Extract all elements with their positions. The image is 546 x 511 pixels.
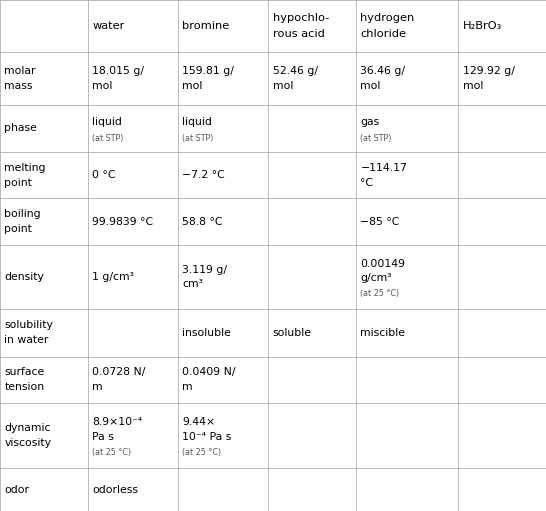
Text: (at 25 °C): (at 25 °C): [360, 289, 400, 298]
Text: molar: molar: [4, 66, 36, 76]
Text: odorless: odorless: [92, 484, 138, 495]
Text: solubility: solubility: [4, 320, 54, 331]
Text: 18.015 g/: 18.015 g/: [92, 66, 144, 76]
Text: tension: tension: [4, 382, 44, 392]
Text: miscible: miscible: [360, 328, 406, 338]
Text: melting: melting: [4, 163, 46, 173]
Text: 0.0728 N/: 0.0728 N/: [92, 367, 146, 377]
Text: −7.2 °C: −7.2 °C: [182, 170, 225, 180]
Text: 52.46 g/: 52.46 g/: [272, 66, 318, 76]
Text: g/cm³: g/cm³: [360, 273, 392, 283]
Text: −114.17: −114.17: [360, 163, 407, 173]
Text: liquid: liquid: [182, 118, 212, 127]
Text: 159.81 g/: 159.81 g/: [182, 66, 234, 76]
Text: hydrogen: hydrogen: [360, 13, 415, 24]
Text: (at 25 °C): (at 25 °C): [92, 448, 132, 457]
Text: 3.119 g/: 3.119 g/: [182, 265, 228, 274]
Text: liquid: liquid: [92, 118, 122, 127]
Text: 58.8 °C: 58.8 °C: [182, 217, 223, 227]
Text: 0 °C: 0 °C: [92, 170, 116, 180]
Text: °C: °C: [360, 178, 373, 188]
Text: rous acid: rous acid: [272, 29, 324, 39]
Text: m: m: [92, 382, 103, 392]
Text: mol: mol: [92, 81, 112, 91]
Text: soluble: soluble: [272, 328, 312, 338]
Text: mol: mol: [272, 81, 293, 91]
Text: 36.46 g/: 36.46 g/: [360, 66, 406, 76]
Text: point: point: [4, 224, 32, 234]
Text: insoluble: insoluble: [182, 328, 232, 338]
Text: boiling: boiling: [4, 210, 41, 219]
Text: 9.44×: 9.44×: [182, 417, 216, 427]
Text: 99.9839 °C: 99.9839 °C: [92, 217, 153, 227]
Text: viscosity: viscosity: [4, 438, 51, 448]
Text: gas: gas: [360, 118, 379, 127]
Text: (at STP): (at STP): [92, 133, 123, 143]
Text: chloride: chloride: [360, 29, 406, 39]
Text: odor: odor: [4, 484, 29, 495]
Text: H₂BrO₃: H₂BrO₃: [462, 21, 502, 31]
Text: (at 25 °C): (at 25 °C): [182, 448, 222, 457]
Text: mol: mol: [360, 81, 381, 91]
Text: mass: mass: [4, 81, 33, 91]
Text: water: water: [92, 21, 124, 31]
Text: 8.9×10⁻⁴: 8.9×10⁻⁴: [92, 417, 143, 427]
Text: phase: phase: [4, 123, 37, 133]
Text: (at STP): (at STP): [182, 133, 214, 143]
Text: mol: mol: [182, 81, 203, 91]
Text: mol: mol: [462, 81, 483, 91]
Text: hypochlo-: hypochlo-: [272, 13, 329, 24]
Text: cm³: cm³: [182, 279, 203, 289]
Text: 10⁻⁴ Pa s: 10⁻⁴ Pa s: [182, 432, 232, 442]
Text: density: density: [4, 272, 44, 282]
Text: 129.92 g/: 129.92 g/: [462, 66, 514, 76]
Text: 1 g/cm³: 1 g/cm³: [92, 272, 134, 282]
Text: (at STP): (at STP): [360, 133, 392, 143]
Text: 0.00149: 0.00149: [360, 259, 406, 269]
Text: surface: surface: [4, 367, 45, 377]
Text: dynamic: dynamic: [4, 423, 51, 433]
Text: Pa s: Pa s: [92, 432, 114, 442]
Text: bromine: bromine: [182, 21, 230, 31]
Text: m: m: [182, 382, 193, 392]
Text: in water: in water: [4, 335, 49, 345]
Text: point: point: [4, 178, 32, 188]
Text: 0.0409 N/: 0.0409 N/: [182, 367, 236, 377]
Text: −85 °C: −85 °C: [360, 217, 400, 227]
